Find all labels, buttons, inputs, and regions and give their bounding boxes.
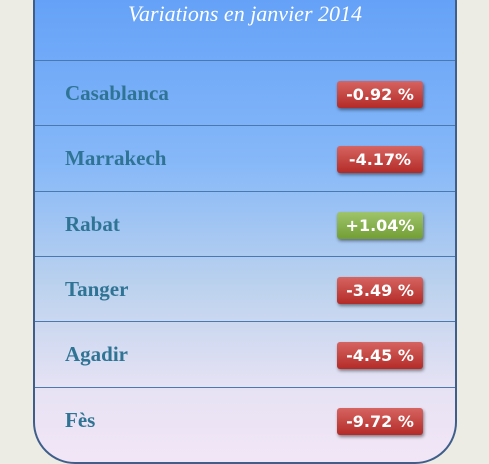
row: Casablanca -0.92 %: [35, 60, 455, 126]
title: Variations en janvier 2014: [127, 1, 363, 26]
change-badge: -4.17%: [337, 146, 423, 174]
city-name: Tanger: [65, 276, 129, 301]
city-name: Rabat: [65, 211, 120, 236]
change-badge: -0.92 %: [337, 81, 423, 108]
city-name: Fès: [65, 407, 96, 432]
panel: Variations en janvier 2014 Casablanca -0.…: [33, 0, 457, 464]
change-badge: +1.04%: [337, 211, 423, 239]
row: Agadir -4.45 %: [35, 321, 455, 387]
city-name: Marrakech: [65, 146, 167, 171]
row: Fès -9.72 %: [35, 386, 455, 453]
city-name: Agadir: [65, 342, 128, 367]
change-badge: -4.45 %: [337, 342, 423, 370]
page: Variations en janvier 2014 Casablanca -0.…: [33, 0, 457, 464]
row: Marrakech -4.17%: [35, 125, 455, 191]
change-badge: -3.49 %: [337, 276, 423, 304]
row: Rabat +1.04%: [35, 190, 455, 257]
city-name: Casablanca: [65, 81, 169, 105]
change-badge: -9.72 %: [337, 407, 423, 435]
row: Tanger -3.49 %: [35, 255, 455, 322]
